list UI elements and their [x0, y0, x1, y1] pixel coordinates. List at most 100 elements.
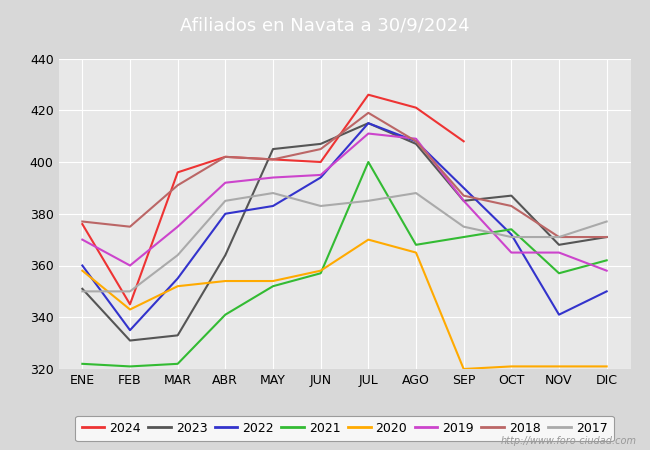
2023	[126, 338, 134, 343]
2024	[460, 139, 467, 144]
2019	[555, 250, 563, 255]
2022	[222, 211, 229, 216]
2019	[508, 250, 515, 255]
2022	[555, 312, 563, 317]
2017	[365, 198, 372, 203]
2021	[269, 284, 277, 289]
2021	[222, 312, 229, 317]
2022	[269, 203, 277, 209]
2018	[508, 203, 515, 209]
2021	[365, 159, 372, 165]
2023	[222, 252, 229, 258]
2023	[317, 141, 324, 147]
2018	[317, 146, 324, 152]
2024	[269, 157, 277, 162]
2021	[317, 270, 324, 276]
2019	[412, 136, 420, 141]
Line: 2022: 2022	[83, 123, 606, 330]
2023	[269, 146, 277, 152]
2017	[412, 190, 420, 196]
2020	[365, 237, 372, 242]
2018	[555, 234, 563, 240]
2020	[269, 278, 277, 284]
2021	[603, 257, 610, 263]
2017	[222, 198, 229, 203]
2022	[508, 232, 515, 237]
2020	[603, 364, 610, 369]
Line: 2023: 2023	[83, 123, 606, 341]
2023	[508, 193, 515, 198]
2024	[365, 92, 372, 97]
Line: 2017: 2017	[83, 193, 606, 292]
2020	[79, 268, 86, 273]
2019	[603, 268, 610, 273]
2019	[269, 175, 277, 180]
Line: 2020: 2020	[83, 239, 606, 369]
2020	[412, 250, 420, 255]
2018	[269, 157, 277, 162]
2023	[174, 333, 181, 338]
2017	[603, 219, 610, 224]
Line: 2021: 2021	[83, 162, 606, 366]
2024	[317, 159, 324, 165]
2023	[412, 141, 420, 147]
2024	[174, 170, 181, 175]
2017	[269, 190, 277, 196]
2021	[174, 361, 181, 366]
2021	[555, 270, 563, 276]
2020	[174, 284, 181, 289]
2024	[222, 154, 229, 160]
2020	[317, 268, 324, 273]
2019	[460, 198, 467, 203]
2021	[460, 234, 467, 240]
2018	[126, 224, 134, 230]
Legend: 2024, 2023, 2022, 2021, 2020, 2019, 2018, 2017: 2024, 2023, 2022, 2021, 2020, 2019, 2018…	[75, 416, 614, 441]
Text: Afiliados en Navata a 30/9/2024: Afiliados en Navata a 30/9/2024	[180, 17, 470, 35]
2019	[79, 237, 86, 242]
2020	[460, 366, 467, 372]
2019	[126, 263, 134, 268]
2022	[317, 175, 324, 180]
2018	[174, 183, 181, 188]
2020	[555, 364, 563, 369]
Text: http://www.foro-ciudad.com: http://www.foro-ciudad.com	[501, 436, 637, 446]
2017	[555, 234, 563, 240]
2024	[79, 221, 86, 227]
2019	[174, 224, 181, 230]
2021	[126, 364, 134, 369]
2024	[412, 105, 420, 110]
Line: 2019: 2019	[83, 134, 606, 270]
2023	[79, 286, 86, 292]
2019	[365, 131, 372, 136]
2020	[126, 307, 134, 312]
2017	[126, 289, 134, 294]
2023	[460, 198, 467, 203]
2022	[603, 289, 610, 294]
2022	[365, 121, 372, 126]
2023	[603, 234, 610, 240]
2017	[79, 289, 86, 294]
2022	[412, 139, 420, 144]
2022	[79, 263, 86, 268]
2020	[222, 278, 229, 284]
2018	[460, 193, 467, 198]
2018	[79, 219, 86, 224]
2021	[508, 226, 515, 232]
2020	[508, 364, 515, 369]
2018	[365, 110, 372, 116]
2017	[174, 252, 181, 258]
2023	[555, 242, 563, 248]
2022	[460, 185, 467, 191]
2021	[79, 361, 86, 366]
2017	[460, 224, 467, 230]
2017	[317, 203, 324, 209]
2024	[126, 302, 134, 307]
2023	[365, 121, 372, 126]
2019	[222, 180, 229, 185]
2018	[222, 154, 229, 160]
2019	[317, 172, 324, 178]
Line: 2024: 2024	[83, 94, 463, 304]
2022	[126, 328, 134, 333]
2021	[412, 242, 420, 248]
2018	[603, 234, 610, 240]
